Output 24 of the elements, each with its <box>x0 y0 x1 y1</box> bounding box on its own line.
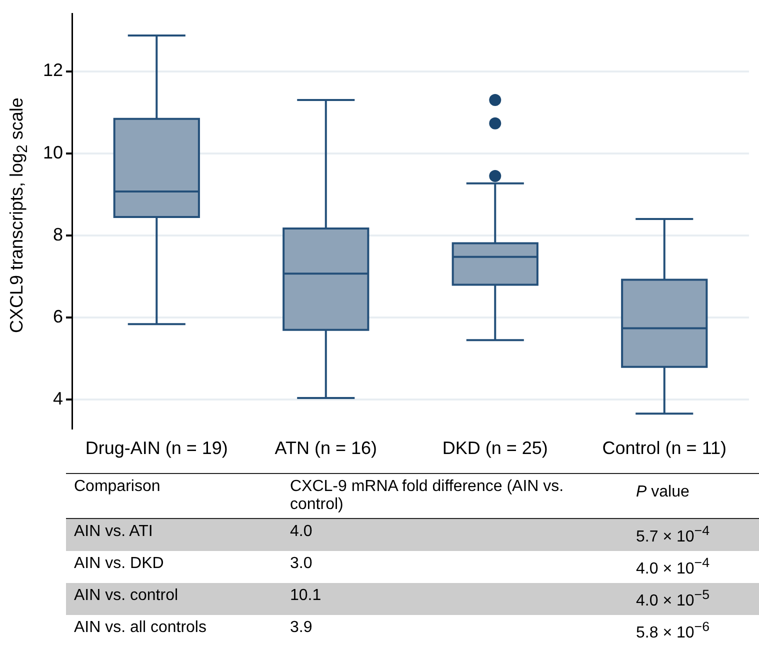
text: 3.0 <box>289 554 314 574</box>
y-tick-label: 8 <box>53 224 64 244</box>
x-tick-label: DKD (n = 25) <box>442 438 548 458</box>
y-tick-label: 10 <box>42 142 64 162</box>
text: 4.0 × 10$^{−4}$ <box>635 554 710 580</box>
text: 5.7 × 10$^{−4}$ <box>628 518 759 551</box>
y-tick-label: 4 <box>53 388 64 409</box>
text: AIN vs. DKD <box>73 554 165 574</box>
text: CXCL-9 mRNA fold difference (AIN vs. control) <box>282 474 628 518</box>
x-tick-label: Control (n = 11) <box>602 438 726 458</box>
text: 10.1 <box>282 583 628 615</box>
x-tick-label: ATN (n = 16) <box>274 438 377 458</box>
text: Comparison <box>66 474 282 518</box>
text: P value <box>628 474 759 518</box>
text: 4.0 × 10$^{−5}$ <box>628 583 759 615</box>
text: AIN vs. ATI <box>66 518 282 551</box>
x-tick-label: Drug-AIN (n = 19) <box>85 438 228 458</box>
text: AIN vs. all controls <box>73 618 208 638</box>
text: 3.9 <box>289 618 314 638</box>
text: 5.8 × 10$^{−6}$ <box>635 618 710 644</box>
y-tick-label: 6 <box>53 306 64 327</box>
text: AIN vs. control <box>66 583 282 615</box>
text: 4.0 <box>282 518 628 551</box>
y-tick-label: 12 <box>42 60 64 80</box>
